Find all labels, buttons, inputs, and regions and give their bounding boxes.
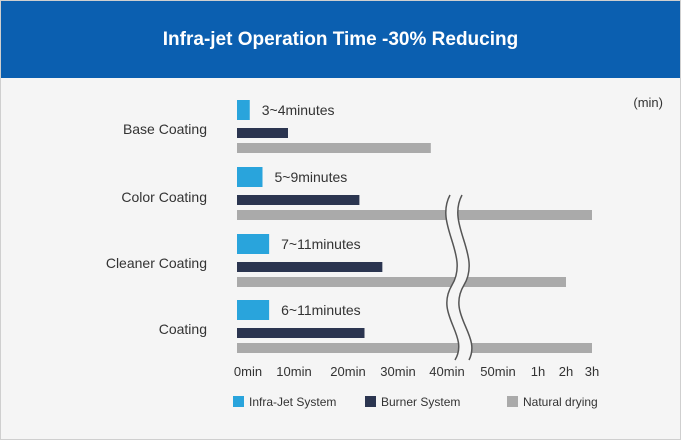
x-tick-label: 0min	[234, 364, 262, 379]
x-tick-label: 3h	[585, 364, 599, 379]
unit-label: (min)	[633, 95, 663, 110]
x-tick-label: 40min	[429, 364, 464, 379]
bar-burner	[237, 128, 288, 138]
duration-annotation: 6~11minutes	[281, 302, 361, 318]
legend-label: Burner System	[381, 395, 460, 409]
bar-natural-drying	[237, 210, 592, 220]
bar-infra-jet	[237, 234, 270, 254]
x-tick-label: 2h	[559, 364, 573, 379]
bar-natural-drying	[237, 343, 592, 353]
category-label: Cleaner Coating	[106, 255, 207, 271]
x-tick-label: 30min	[380, 364, 415, 379]
legend-label: Infra-Jet System	[249, 395, 336, 409]
bar-natural-drying	[237, 277, 566, 287]
bar-infra-jet	[237, 100, 250, 120]
category-label: Color Coating	[121, 189, 207, 205]
bar-natural-drying	[237, 143, 431, 153]
x-tick-label: 50min	[480, 364, 515, 379]
axis-break-line	[457, 194, 473, 361]
x-tick-label: 10min	[276, 364, 311, 379]
legend-label: Natural drying	[523, 395, 598, 409]
bar-infra-jet	[237, 167, 263, 187]
legend-swatch	[233, 396, 244, 407]
bar-burner	[237, 195, 360, 205]
x-tick-label: 20min	[330, 364, 365, 379]
chart-title: Infra-jet Operation Time -30% Reducing	[1, 1, 680, 78]
bar-burner	[237, 262, 383, 272]
duration-annotation: 5~9minutes	[275, 169, 348, 185]
duration-annotation: 7~11minutes	[281, 236, 361, 252]
axis-break-line	[445, 194, 460, 361]
legend-swatch	[365, 396, 376, 407]
axis-break-gap	[445, 195, 472, 360]
legend-swatch	[507, 396, 518, 407]
bar-burner	[237, 328, 365, 338]
category-label: Coating	[159, 321, 207, 337]
bar-infra-jet	[237, 300, 270, 320]
x-tick-label: 1h	[531, 364, 545, 379]
category-label: Base Coating	[123, 121, 207, 137]
duration-annotation: 3~4minutes	[262, 102, 335, 118]
